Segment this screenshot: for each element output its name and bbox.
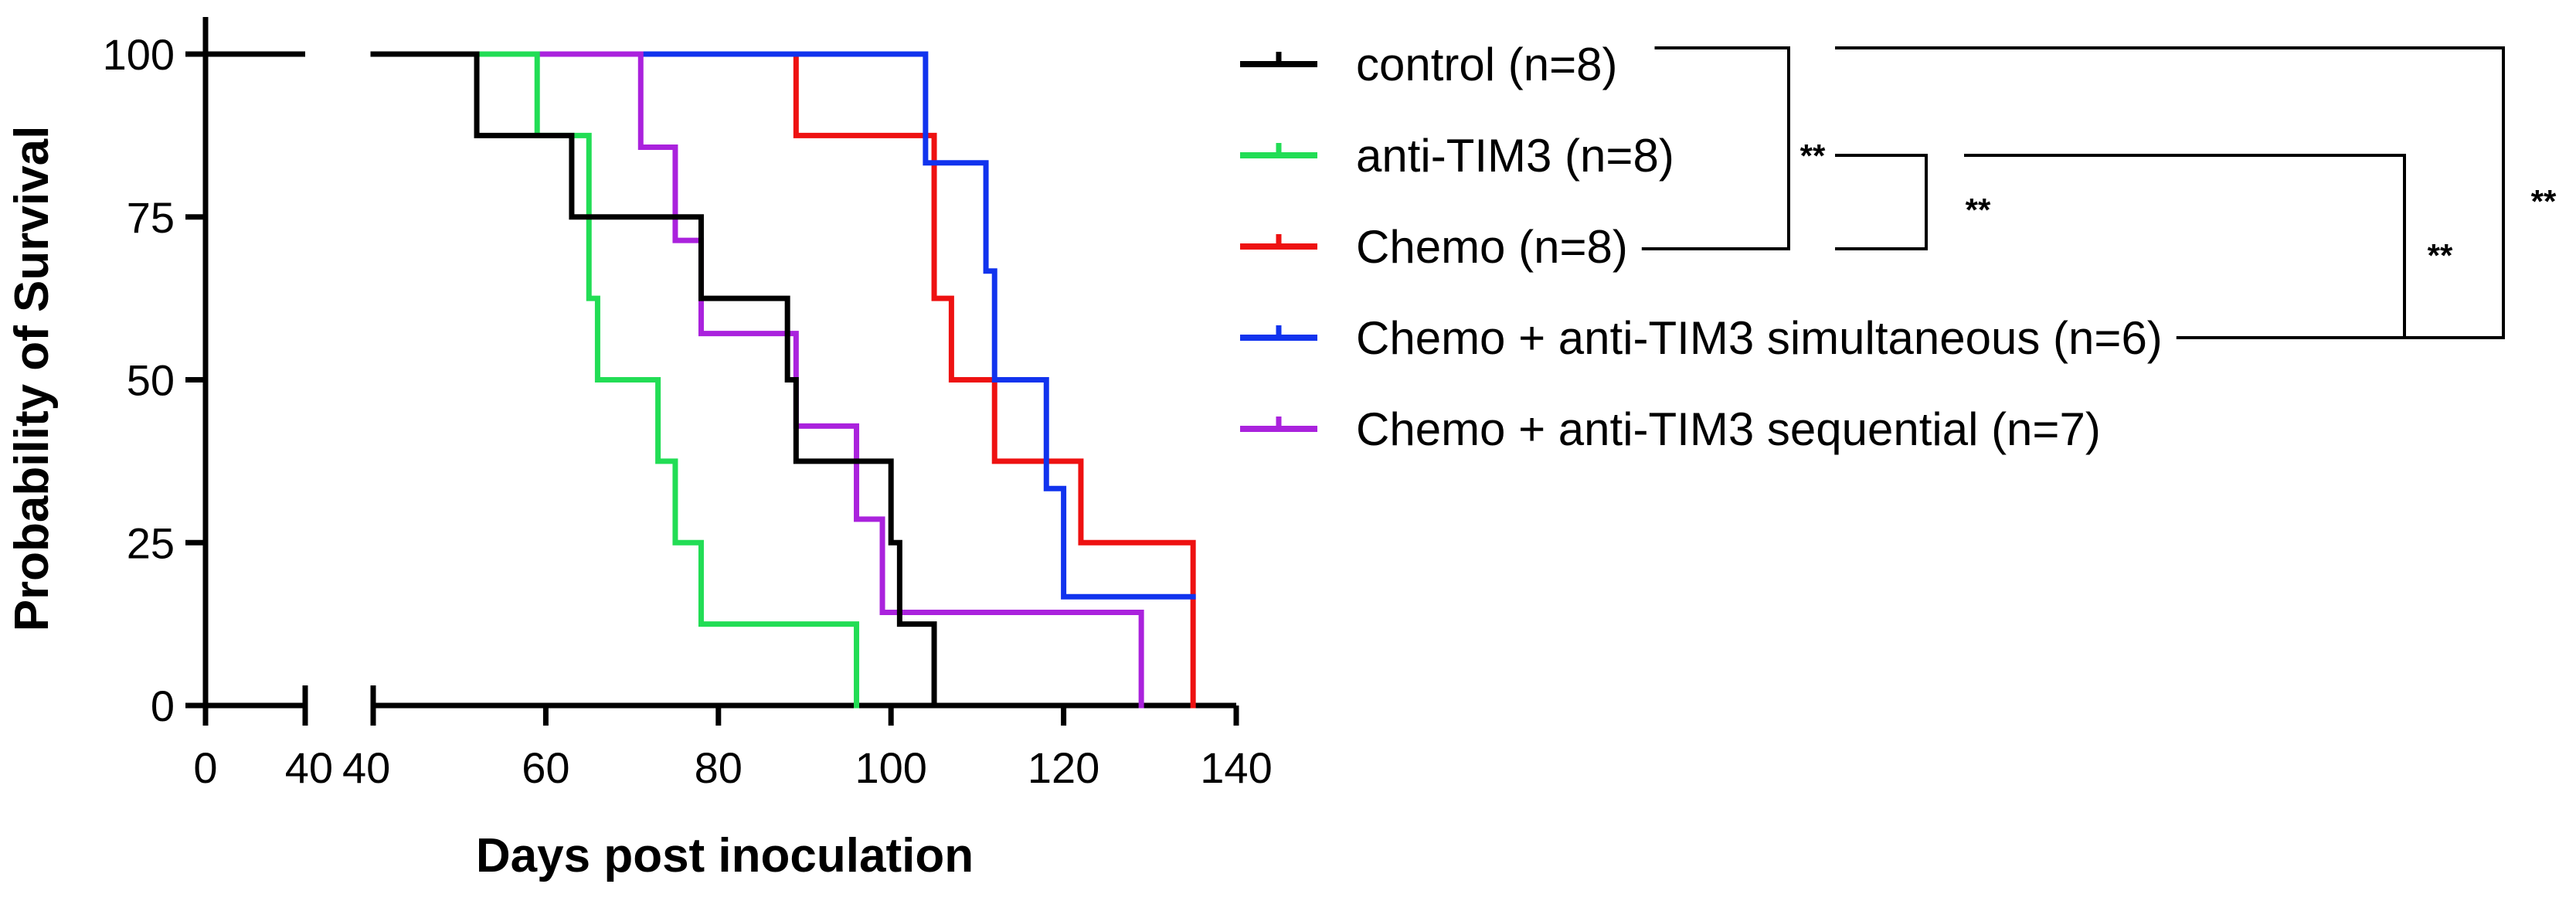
x-tick-label: 140 <box>1200 743 1272 792</box>
significance-brackets: ** ** ** ** <box>1641 46 2557 339</box>
legend-label: control (n=8) <box>1356 39 1618 90</box>
y-tick-label: 75 <box>127 193 175 242</box>
y-axis-title: Probability of Survival <box>5 126 59 632</box>
bracket-control-chemo <box>1641 46 1790 250</box>
significance-label: ** <box>1966 192 1991 228</box>
legend-label: Chemo + anti-TIM3 simultaneous (n=6) <box>1356 312 2163 364</box>
x-tick-label: 80 <box>695 743 743 792</box>
series-line-1 <box>370 51 937 709</box>
x-axis-title: Days post inoculation <box>476 829 974 882</box>
series-layer <box>206 51 1196 709</box>
y-tick-label: 100 <box>103 30 175 79</box>
legend: control (n=8) anti-TIM3 (n=8) Chemo (n=8) C… <box>1240 39 2163 455</box>
significance-label: ** <box>2428 237 2453 274</box>
legend-label: anti-TIM3 (n=8) <box>1356 130 1674 182</box>
significance-label: ** <box>1800 138 1826 174</box>
series-line-3 <box>370 51 1196 709</box>
x-tick-label: 100 <box>855 743 926 792</box>
x-tick-label: 120 <box>1028 743 1099 792</box>
legend-label: Chemo + anti-TIM3 sequential (n=7) <box>1356 403 2101 455</box>
bracket-antitim3-chemo <box>1835 154 1928 250</box>
bracket-control-simultaneous <box>1835 46 2505 339</box>
x-tick-label: 40 <box>285 743 333 792</box>
y-tick-label: 0 <box>151 682 175 730</box>
x-tick-label: 40 <box>342 743 390 792</box>
axes: 0 25 50 75 100 0 40 40 60 80 100 120 140 <box>103 17 1273 792</box>
series-line-4 <box>370 51 1196 600</box>
series-line-2 <box>370 51 860 709</box>
significance-label: ** <box>2531 183 2557 219</box>
y-tick-label: 25 <box>127 518 175 567</box>
x-tick-label: 0 <box>193 743 217 792</box>
y-tick-label: 50 <box>127 356 175 405</box>
series-line-5 <box>370 51 1144 709</box>
bracket-antitim3-simultaneous <box>1964 154 2406 339</box>
legend-label: Chemo (n=8) <box>1356 221 1628 273</box>
x-tick-label: 60 <box>522 743 569 792</box>
